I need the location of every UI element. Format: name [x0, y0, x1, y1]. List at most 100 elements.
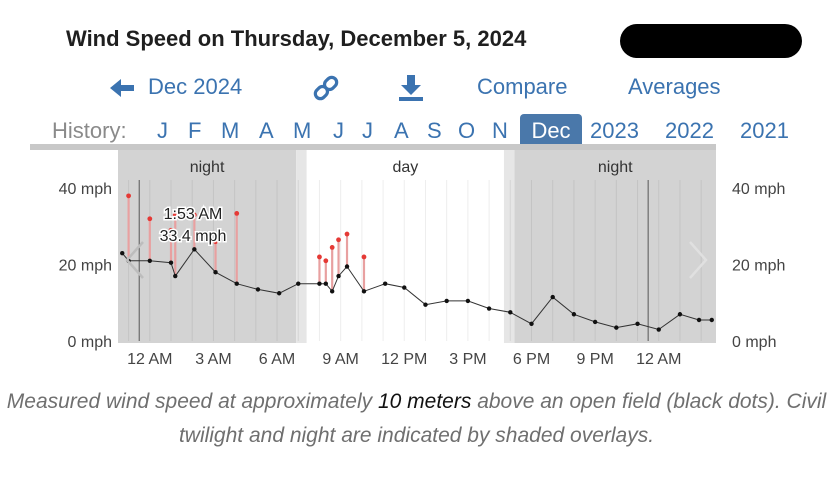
wind-speed-point [234, 281, 239, 286]
wind-speed-point [120, 250, 125, 256]
y-tick-label-left: 0 mph [68, 334, 112, 351]
wind-speed-point [147, 258, 153, 263]
history-year-2023[interactable]: 2023 [590, 118, 639, 143]
wind-speed-point [276, 291, 282, 296]
period-label-night: night [598, 159, 633, 176]
download-button[interactable] [398, 74, 424, 108]
history-month-nov[interactable]: N [492, 118, 508, 143]
wind-speed-point [592, 319, 598, 325]
gust-point [329, 245, 335, 250]
wind-speed-point [444, 298, 449, 304]
gust-point [344, 231, 350, 237]
download-icon [399, 75, 423, 101]
gust-point [126, 193, 132, 199]
history-month-jan[interactable]: J [157, 118, 168, 143]
wind-speed-point [192, 247, 197, 252]
y-tick-label-right: 20 mph [732, 258, 785, 275]
wind-speed-chart[interactable]: 0 mph 0 mph 20 mph 20 mph 40 mph 40 mph 12 AM… [0, 144, 833, 376]
x-tick-label: 9 AM [322, 351, 358, 368]
tooltip-time: 1:53 AM [164, 206, 223, 223]
gust-point [147, 216, 153, 222]
period-label-day: day [392, 159, 418, 176]
caption-text-1: Measured wind speed at approximately [6, 390, 378, 413]
history-month-jun[interactable]: J [333, 118, 344, 143]
chart-top-bar [30, 144, 716, 150]
wind-speed-point [255, 287, 261, 292]
gust-point [172, 212, 178, 218]
history-year-2022[interactable]: 2022 [665, 118, 714, 143]
wind-speed-point [677, 312, 683, 317]
link-button[interactable] [312, 74, 340, 108]
wind-speed-point [465, 298, 471, 304]
x-tick-label: 12 AM [127, 351, 172, 368]
chart-next-arrow-icon[interactable] [689, 241, 708, 279]
chart-prev-arrow-icon[interactable] [125, 241, 144, 279]
wind-speed-point [709, 317, 714, 323]
x-tick-label: 3 AM [195, 351, 231, 368]
shade-day [306, 150, 504, 343]
arrow-left-icon [110, 79, 134, 97]
back-label: Dec 2024 [148, 74, 243, 99]
gust-point [234, 211, 240, 216]
y-tick-label-right: 0 mph [732, 334, 776, 351]
x-tick-label: 12 AM [636, 351, 681, 368]
page-title: Wind Speed on Thursday, December 5, 2024 [66, 26, 527, 51]
wind-speed-point [550, 294, 555, 300]
x-tick-label: 9 PM [576, 351, 613, 368]
gust-point [317, 254, 322, 260]
compare-link[interactable]: Compare [477, 74, 568, 99]
x-tick-label: 3 PM [449, 351, 486, 368]
y-tick-label-left: 20 mph [59, 258, 112, 275]
history-month-aug[interactable]: A [394, 118, 409, 143]
y-tick-label-right: 40 mph [732, 181, 785, 198]
history-month-feb[interactable]: F [188, 118, 202, 143]
redaction-block [620, 24, 802, 58]
wind-speed-point [508, 310, 513, 315]
history-month-sep[interactable]: S [427, 118, 442, 143]
wind-speed-point [168, 260, 174, 265]
wind-speed-point [656, 327, 661, 332]
shade-night [118, 150, 297, 343]
wind-speed-point [696, 317, 702, 323]
caption-text-2: above an open field (black dots). Civil … [178, 390, 827, 447]
wind-speed-point [336, 273, 341, 279]
wind-speed-point [329, 289, 335, 294]
gust-point [213, 239, 218, 245]
x-tick-label: 12 PM [381, 351, 427, 368]
wind-speed-point [571, 312, 577, 317]
averages-link[interactable]: Averages [628, 74, 721, 99]
wind-speed-point [382, 281, 388, 286]
history-month-selected[interactable]: Dec [520, 114, 582, 148]
gust-point [323, 258, 329, 264]
wind-speed-point [317, 281, 322, 286]
gust-point [361, 254, 367, 260]
nav-row: Dec 2024 Compare Averages [0, 74, 833, 104]
history-month-apr[interactable]: A [259, 118, 274, 143]
history-month-oct[interactable]: O [458, 118, 476, 143]
wind-speed-point [323, 281, 329, 286]
history-label: History: [52, 118, 127, 143]
gust-point [168, 227, 174, 233]
history-bar: History: J F M A M J J A S O N Dec 2023 … [0, 114, 833, 148]
gust-point [336, 237, 341, 243]
shade-night [514, 150, 716, 343]
gust-point [191, 212, 197, 218]
history-month-mar[interactable]: M [221, 118, 240, 143]
wind-speed-point [486, 306, 492, 311]
history-month-jul[interactable]: J [362, 118, 373, 143]
x-tick-label: 6 PM [513, 351, 550, 368]
wind-speed-point [173, 273, 178, 279]
history-month-may[interactable]: M [293, 118, 312, 143]
caption-emphasis: 10 meters [377, 390, 472, 413]
chart-caption: Measured wind speed at approximately 10 … [0, 385, 833, 453]
wind-speed-point [423, 302, 428, 307]
wind-speed-point [296, 281, 301, 286]
x-tick-label: 6 AM [259, 351, 295, 368]
wind-speed-point [402, 285, 407, 290]
shade-twilight [296, 150, 307, 343]
wind-speed-point [529, 321, 534, 327]
wind-speed-point [614, 325, 619, 330]
history-year-2021[interactable]: 2021 [740, 118, 789, 143]
period-label-night: night [190, 159, 225, 176]
wind-speed-point [213, 270, 218, 275]
